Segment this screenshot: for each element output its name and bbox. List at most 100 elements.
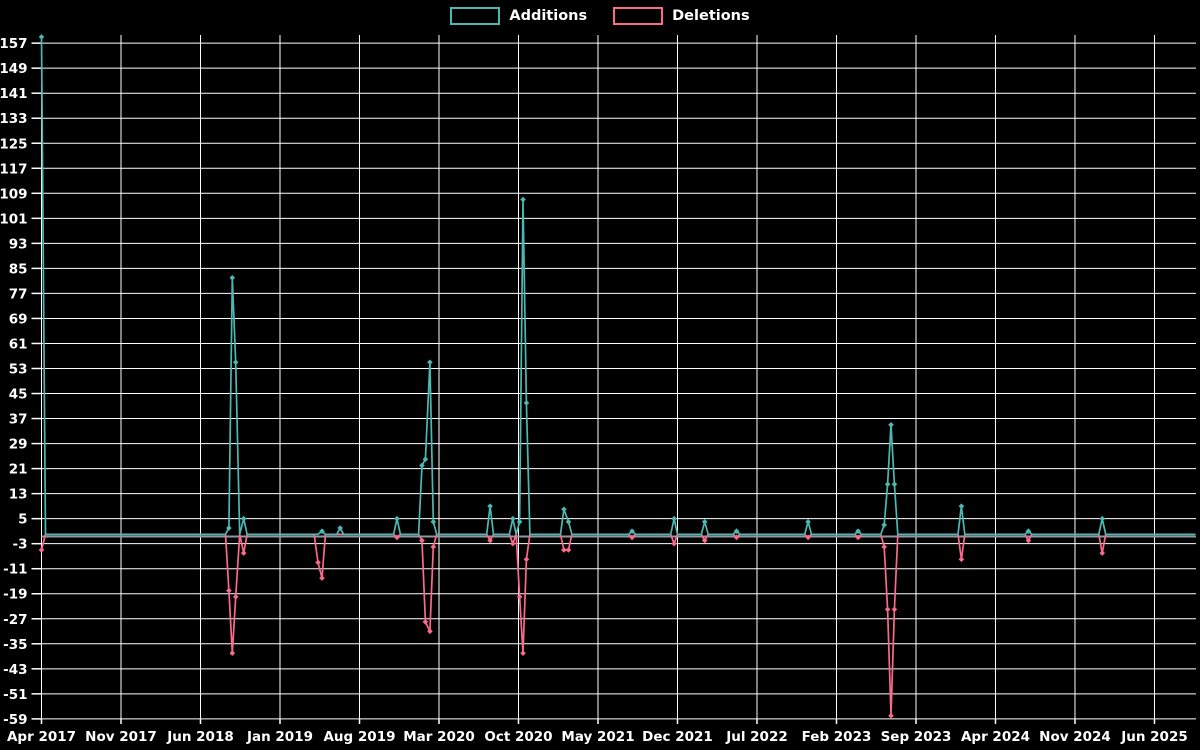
y-tick-label: -3 [13, 537, 28, 553]
deletions-point-marker [427, 628, 433, 635]
y-tick-label: -11 [3, 562, 27, 578]
chart-legend: Additions Deletions [0, 7, 1200, 25]
additions-point-marker [487, 503, 493, 509]
additions-point-marker [516, 518, 523, 525]
y-tick-label: 77 [9, 286, 28, 302]
deletions-point-marker [232, 594, 239, 600]
x-tick-label: Jan 2019 [246, 729, 313, 745]
y-tick-label: -27 [3, 612, 27, 628]
additions-point-marker [1099, 515, 1106, 522]
additions-point-marker [891, 481, 898, 488]
deletions-point-marker [881, 544, 887, 550]
deletions-point-marker [523, 556, 530, 563]
deletions-point-marker [315, 559, 321, 566]
additions-point-marker [510, 515, 516, 522]
y-tick-label: 133 [0, 111, 28, 127]
legend-additions-label: Additions [509, 7, 588, 24]
y-tick-label: 117 [0, 161, 28, 177]
deletions-point-marker [422, 619, 429, 625]
y-tick-label: 149 [0, 61, 28, 77]
x-tick-label: May 2021 [561, 729, 634, 745]
legend-deletions-label: Deletions [672, 7, 750, 24]
x-tick-label: Mar 2020 [403, 729, 474, 745]
additions-point-marker [232, 359, 239, 366]
additions-point-marker [427, 359, 433, 366]
additions-point-marker [881, 522, 887, 528]
deletions-point-marker [394, 534, 400, 541]
y-tick-label: 37 [9, 412, 28, 428]
y-tick-label: 109 [0, 186, 28, 202]
y-tick-label: 53 [9, 361, 28, 377]
deletions-point-marker [805, 534, 811, 541]
deletions-point-marker [891, 606, 898, 613]
additions-point-marker [430, 518, 437, 525]
deletions-point-marker [1099, 550, 1106, 556]
deletions-point-marker [733, 534, 740, 541]
additions-point-marker [733, 528, 740, 534]
additions-point-marker [701, 518, 708, 525]
additions-line [40, 36, 1196, 536]
x-tick-label: Aug 2019 [323, 729, 395, 745]
x-tick-label: Jul 2022 [725, 729, 788, 745]
legend-item-deletions[interactable]: Deletions [613, 7, 750, 25]
additions-point-marker [226, 525, 232, 531]
deletions-point-marker [516, 594, 523, 600]
deletions-point-marker [430, 544, 437, 550]
additions-point-marker [1025, 528, 1032, 534]
y-tick-label: -59 [3, 712, 27, 728]
deletions-point-marker [561, 547, 567, 553]
additions-point-marker [337, 525, 343, 531]
x-tick-label: Dec 2021 [642, 729, 713, 745]
additions-point-marker [561, 506, 567, 513]
y-tick-label: -35 [3, 637, 27, 653]
deletions-point-marker [701, 537, 708, 544]
y-tick-label: 45 [9, 387, 28, 403]
deletions-point-marker [487, 537, 493, 544]
deletions-point-marker [319, 575, 325, 581]
y-tick-label: 125 [0, 136, 28, 152]
y-tick-label: 5 [18, 512, 27, 528]
deletions-point-marker [510, 540, 516, 547]
deletions-point-marker [1025, 537, 1032, 544]
additions-point-marker [422, 456, 429, 463]
y-tick-label: -19 [3, 587, 27, 603]
deletions-point-marker [629, 534, 635, 541]
y-tick-label: -51 [3, 687, 27, 703]
deletions-point-marker [565, 547, 572, 553]
additions-point-marker [565, 518, 572, 525]
additions-point-marker [958, 503, 965, 509]
additions-point-marker [629, 528, 635, 534]
additions-point-marker [38, 34, 45, 40]
x-tick-label: Feb 2023 [802, 729, 872, 745]
deletions-point-marker [888, 712, 894, 719]
y-tick-label: -43 [3, 662, 27, 678]
additions-point-marker [805, 518, 811, 525]
y-tick-label: 141 [0, 86, 28, 102]
x-tick-label: Jun 2018 [166, 729, 234, 745]
deletions-point-marker [38, 547, 45, 553]
y-tick-label: 29 [9, 437, 28, 453]
additions-swatch-icon [450, 7, 501, 25]
y-tick-label: 21 [9, 462, 28, 478]
deletions-point-marker [884, 606, 891, 613]
y-tick-label: 85 [9, 261, 28, 277]
legend-item-additions[interactable]: Additions [450, 7, 587, 25]
deletions-point-marker [671, 540, 677, 547]
x-tick-label: Jun 2025 [1120, 729, 1188, 745]
y-tick-label: 93 [9, 236, 28, 252]
additions-point-marker [523, 400, 530, 406]
deletions-point-marker [419, 537, 425, 544]
deletions-line [40, 533, 1196, 716]
x-tick-label: Nov 2024 [1039, 729, 1111, 745]
additions-point-marker [884, 481, 891, 488]
deletions-point-marker [240, 550, 247, 556]
deletions-swatch-icon [613, 7, 664, 25]
additions-point-marker [240, 515, 247, 522]
x-tick-label: Nov 2017 [85, 729, 157, 745]
additions-point-marker [855, 528, 861, 534]
y-tick-label: 13 [9, 487, 28, 503]
additions-point-marker [419, 462, 425, 469]
x-tick-label: Oct 2020 [484, 729, 552, 745]
